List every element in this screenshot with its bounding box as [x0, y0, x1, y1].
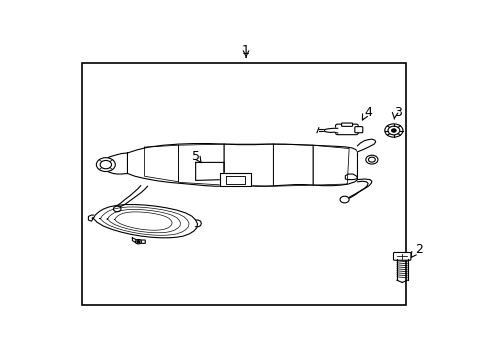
Circle shape — [96, 158, 115, 172]
Circle shape — [113, 206, 121, 212]
Text: 3: 3 — [393, 106, 401, 119]
Polygon shape — [127, 144, 357, 186]
Polygon shape — [324, 128, 337, 133]
Circle shape — [368, 157, 374, 162]
Text: 5: 5 — [191, 150, 199, 163]
FancyBboxPatch shape — [354, 127, 362, 133]
Text: 1: 1 — [242, 45, 249, 58]
Circle shape — [100, 161, 111, 169]
Circle shape — [137, 240, 140, 243]
Polygon shape — [220, 174, 250, 186]
Circle shape — [365, 155, 377, 164]
Bar — [82, 63, 405, 305]
Polygon shape — [357, 139, 375, 152]
Circle shape — [391, 129, 395, 132]
FancyBboxPatch shape — [341, 123, 352, 126]
FancyBboxPatch shape — [393, 252, 410, 260]
Circle shape — [135, 239, 141, 244]
Polygon shape — [92, 204, 197, 238]
Circle shape — [384, 124, 402, 137]
Text: 2: 2 — [414, 243, 422, 256]
FancyBboxPatch shape — [335, 124, 358, 135]
Circle shape — [339, 196, 348, 203]
Circle shape — [387, 126, 399, 135]
Polygon shape — [132, 238, 145, 243]
Text: 4: 4 — [364, 106, 371, 119]
